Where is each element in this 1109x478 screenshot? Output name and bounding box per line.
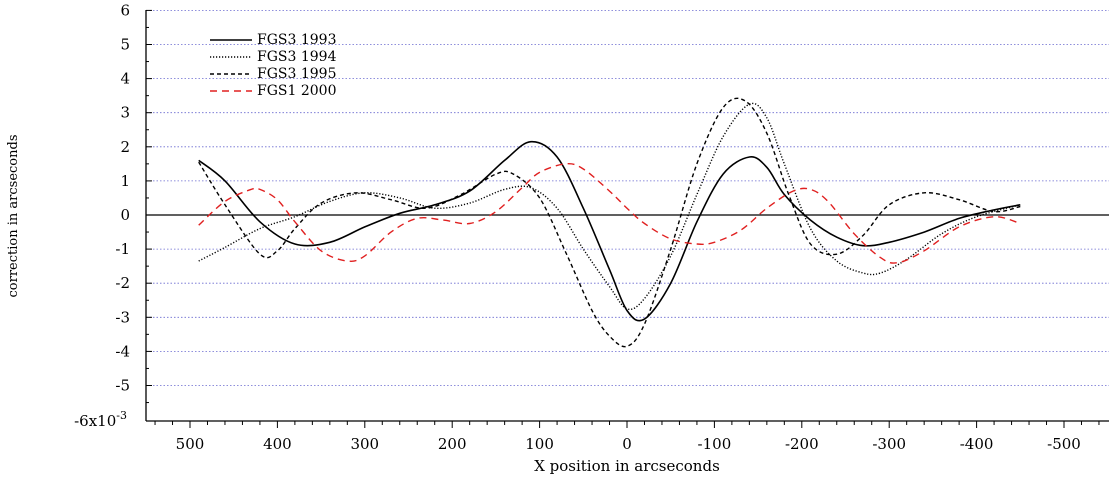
x-tick-label: 500 — [176, 435, 205, 453]
y-exponent-sup: -3 — [116, 409, 127, 422]
x-tick-label: 100 — [525, 435, 554, 453]
series-line-2 — [198, 102, 1021, 310]
y-tick-label: -4 — [115, 342, 130, 360]
y-tick-label: -2 — [115, 274, 130, 292]
y-tick-label: 5 — [120, 36, 130, 54]
x-tick-label: 200 — [438, 435, 467, 453]
x-tick-label: 0 — [622, 435, 632, 453]
series — [198, 97, 1021, 348]
y-tick-label: 2 — [120, 138, 130, 156]
series-line-1 — [198, 140, 1021, 322]
legend-label-3: FGS3 1995 — [257, 66, 336, 82]
tick-labels: -5 -4 -3 -2 -1 0 1 2 3 4 5 6 500 400 300 200 100 0 -100 -20… — [115, 1, 1080, 453]
y-tick-label: -3 — [115, 308, 130, 326]
grid-lines — [146, 9, 1109, 386]
legend-label-2: FGS3 1994 — [257, 49, 337, 65]
x-tick-label: 300 — [350, 435, 379, 453]
x-tick-label: -100 — [698, 435, 732, 453]
y-tick-label: -1 — [115, 240, 130, 258]
legend-label-4: FGS1 2000 — [257, 83, 336, 99]
x-tick-label: 400 — [263, 435, 292, 453]
y-tick-label: 1 — [120, 172, 130, 190]
y-tick-label: 3 — [120, 104, 130, 122]
x-tick-label: -200 — [785, 435, 819, 453]
y-tick-label: -5 — [115, 377, 130, 395]
y-exponent-base: -6x10 — [74, 412, 116, 430]
x-tick-label: -400 — [960, 435, 994, 453]
y-tick-label: 6 — [120, 1, 130, 19]
y-tick-exponent-label: -6x10-3 — [74, 409, 127, 430]
legend-label-1: FGS3 1993 — [257, 32, 336, 48]
x-tick-label: -300 — [872, 435, 906, 453]
y-axis-title: correction in arcseconds — [6, 135, 21, 298]
y-tick-label: 4 — [120, 70, 130, 88]
x-tick-label: -500 — [1047, 435, 1081, 453]
series-line-3 — [198, 97, 1021, 348]
y-tick-label: 0 — [120, 206, 130, 224]
x-axis-title: X position in arcseconds — [534, 457, 720, 475]
series-line-4 — [198, 162, 1021, 264]
